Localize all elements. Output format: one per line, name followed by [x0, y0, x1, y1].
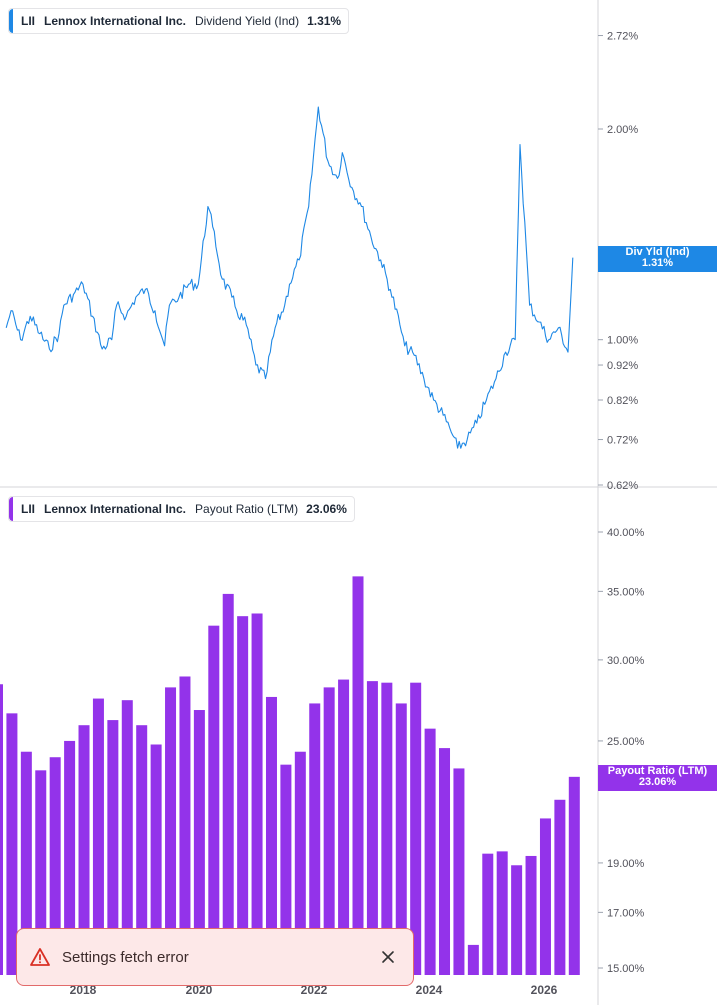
- payout-ratio-bar: [496, 851, 508, 975]
- legend-ticker: LII: [21, 14, 35, 28]
- payout-ratio-bar: [136, 725, 148, 975]
- payout-ratio-legend: LII Lennox International Inc. Payout Rat…: [8, 496, 355, 522]
- payout-ratio-bar: [237, 616, 249, 975]
- error-toast: Settings fetch error: [16, 928, 414, 986]
- payout-ratio-bar: [222, 593, 234, 975]
- div-yield-y-tick-label: 1.00%: [607, 335, 638, 347]
- payout-y-tick-label: 40.00%: [607, 527, 645, 539]
- x-tick-label: 2022: [301, 983, 328, 997]
- tag-label: Payout Ratio (LTM): [607, 765, 708, 777]
- payout-ratio-bar: [251, 613, 263, 975]
- div-yield-y-tick-label: 0.82%: [607, 395, 638, 407]
- div-yield-last-value-tag: Div Yld (Ind) 1.31%: [598, 246, 717, 272]
- div-yield-y-tick-label: 0.92%: [607, 360, 638, 372]
- payout-ratio-bar: [150, 744, 162, 975]
- legend-company: Lennox International Inc.: [44, 502, 187, 516]
- payout-ratio-bar: [309, 703, 321, 975]
- payout-ratio-bar: [179, 676, 191, 975]
- payout-ratio-bar: [568, 776, 580, 975]
- payout-ratio-bar: [193, 710, 205, 975]
- payout-ratio-bar: [554, 799, 566, 975]
- x-tick-label: 2026: [531, 983, 558, 997]
- legend-ticker: LII: [21, 502, 35, 516]
- payout-y-tick-label: 25.00%: [607, 736, 645, 748]
- payout-ratio-bar: [64, 740, 76, 975]
- payout-ratio-bar: [78, 725, 90, 975]
- legend-value: 23.06%: [306, 502, 347, 516]
- legend-value: 1.31%: [307, 14, 342, 28]
- div-yield-y-tick-label: 0.72%: [607, 435, 638, 447]
- x-tick-label: 2024: [416, 983, 443, 997]
- payout-ratio-bar: [366, 681, 378, 975]
- payout-ratio-bar: [323, 687, 335, 975]
- payout-y-tick-label: 30.00%: [607, 655, 645, 667]
- payout-ratio-bar: [424, 728, 436, 975]
- payout-y-tick-label: 35.00%: [607, 586, 645, 598]
- payout-ratio-bar: [49, 757, 61, 975]
- legend-metric: Payout Ratio (LTM): [195, 502, 299, 516]
- payout-ratio-bar: [511, 865, 523, 975]
- payout-ratio-bar: [294, 751, 306, 975]
- payout-ratio-bar: [208, 625, 220, 975]
- tag-value: 1.31%: [641, 257, 674, 269]
- series-color-swatch: [9, 497, 13, 521]
- x-tick-label: 2020: [186, 983, 213, 997]
- payout-y-tick-label: 19.00%: [607, 858, 645, 870]
- payout-ratio-bar: [453, 768, 465, 975]
- payout-ratio-bar: [395, 703, 407, 975]
- legend-metric: Dividend Yield (Ind): [195, 14, 300, 28]
- payout-ratio-bar: [338, 679, 350, 975]
- payout-ratio-bar: [482, 853, 494, 975]
- close-icon[interactable]: [380, 949, 396, 965]
- toast-message: Settings fetch error: [62, 948, 189, 966]
- x-tick-label: 2018: [70, 983, 97, 997]
- payout-ratio-bar: [352, 576, 364, 975]
- payout-ratio-bar: [20, 751, 32, 975]
- payout-ratio-bar: [165, 687, 177, 975]
- payout-ratio-bar: [467, 944, 479, 975]
- series-color-swatch: [9, 9, 13, 33]
- payout-ratio-bar: [107, 720, 119, 975]
- div-yield-y-tick-label: 2.72%: [607, 31, 638, 43]
- tag-value: 23.06%: [638, 776, 677, 788]
- payout-ratio-bar: [35, 770, 47, 975]
- payout-ratio-last-value-tag: Payout Ratio (LTM) 23.06%: [598, 765, 717, 791]
- div-yield-y-tick-label: 2.00%: [607, 124, 638, 136]
- dividend-yield-legend: LII Lennox International Inc. Dividend Y…: [8, 8, 350, 34]
- dividend-yield-line: [5, 106, 574, 449]
- legend-company: Lennox International Inc.: [44, 14, 187, 28]
- payout-ratio-bar: [439, 748, 451, 975]
- payout-ratio-bar: [410, 682, 422, 975]
- payout-ratio-bar: [280, 764, 292, 975]
- payout-ratio-bar: [0, 684, 3, 975]
- payout-y-tick-label: 15.00%: [607, 963, 645, 975]
- div-yield-y-tick-label: 0.62%: [607, 480, 638, 492]
- payout-ratio-bar: [525, 855, 537, 975]
- payout-ratio-bar: [381, 682, 393, 975]
- payout-ratio-bar: [92, 698, 104, 975]
- payout-ratio-bar: [265, 696, 277, 975]
- warning-triangle-icon: [30, 948, 50, 966]
- payout-ratio-bar: [121, 700, 133, 975]
- payout-ratio-bar: [6, 713, 18, 975]
- payout-ratio-bar: [539, 818, 551, 975]
- tag-label: Div Yld (Ind): [625, 246, 690, 258]
- payout-y-tick-label: 17.00%: [607, 907, 645, 919]
